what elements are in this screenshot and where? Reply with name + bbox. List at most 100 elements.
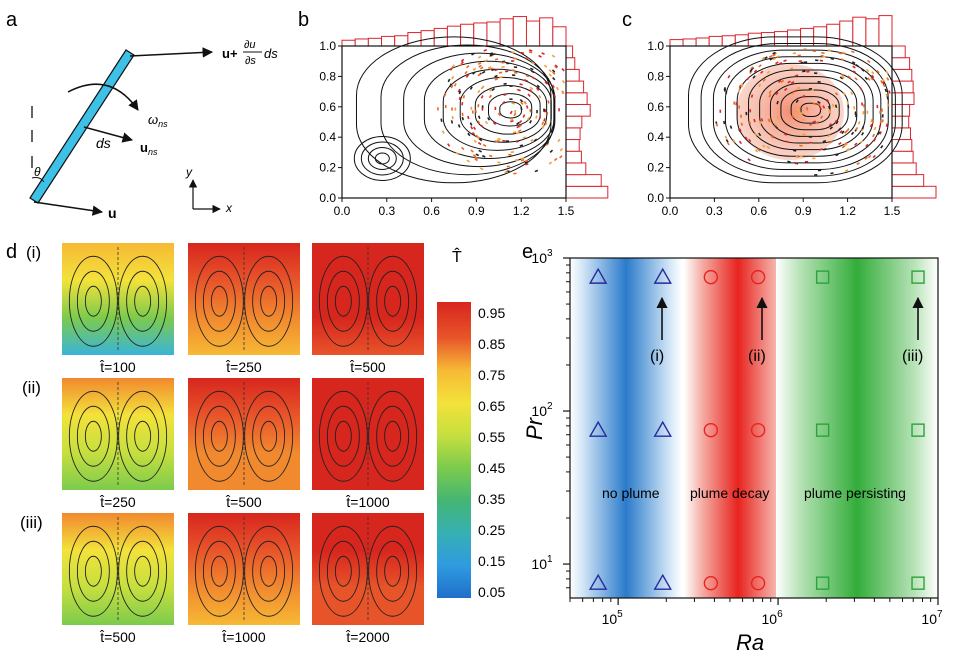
colorbar-tick-label: 0.25	[478, 522, 505, 538]
tracer	[777, 101, 778, 104]
tracer	[859, 121, 860, 124]
y-tick-label: 103	[531, 248, 553, 266]
histogram-bar	[892, 46, 905, 58]
x-tick-label: 107	[921, 609, 943, 627]
row-label-iii: (iii)	[20, 513, 43, 532]
x-tick-label: 1.5	[558, 204, 575, 218]
tracer	[499, 77, 502, 78]
tracer	[793, 53, 796, 54]
tracer	[731, 126, 732, 129]
histogram-bar	[513, 17, 526, 46]
tracer	[823, 149, 826, 150]
region-label-plume-persisting: plume persisting	[804, 485, 906, 501]
tracer	[504, 84, 507, 85]
y-tick-label: 1.0	[647, 39, 664, 53]
vortex-segment	[30, 50, 134, 203]
colorbar-tick-label: 0.75	[478, 367, 505, 383]
panel-label-b: b	[298, 9, 309, 31]
tracer	[445, 93, 446, 96]
tracer	[828, 50, 831, 51]
y-tick-label: 0.2	[319, 161, 336, 175]
x-tick-label: 0.3	[706, 204, 723, 218]
tracer	[515, 160, 518, 161]
panel-c-plume-blob	[736, 64, 844, 160]
histogram-bar	[892, 104, 910, 116]
tracer	[829, 106, 830, 109]
y-tick-label: 0.2	[647, 161, 664, 175]
tracer	[739, 90, 740, 93]
region-no-plume	[570, 258, 682, 598]
tracer	[793, 150, 796, 151]
x-tick-label: 0.0	[334, 204, 351, 218]
panel-b-right-histogram	[566, 46, 608, 198]
arrow-label-i: (i)	[650, 348, 664, 365]
tracer	[799, 61, 802, 62]
arrow-label-iii: (iii)	[902, 348, 923, 365]
tracer	[717, 123, 718, 126]
histogram-bar	[566, 163, 586, 175]
tracer	[823, 141, 826, 142]
histogram-bar	[892, 151, 913, 163]
u-vector-arrow	[34, 202, 102, 212]
row-label-i: (i)	[26, 243, 41, 262]
histogram-bar	[540, 18, 553, 46]
tracer	[741, 115, 742, 118]
tracer	[784, 60, 787, 61]
histogram-bar	[526, 21, 539, 46]
tracer	[563, 91, 564, 94]
tracer	[798, 55, 801, 56]
histogram-bar	[735, 35, 748, 46]
tracer	[752, 95, 753, 98]
tracer	[468, 116, 469, 119]
tracer	[452, 116, 453, 119]
region-label-no-plume: no plume	[602, 485, 660, 501]
colorbar-tick-label: 0.95	[478, 305, 505, 321]
histogram-bar	[566, 116, 582, 128]
x-tick-label: 0.6	[423, 204, 440, 218]
omega-label: ωns	[148, 112, 168, 129]
x-axis-label: x	[225, 201, 233, 215]
x-tick-label: 0.6	[750, 204, 767, 218]
top-vector-arrow	[130, 52, 212, 56]
histogram-bar	[447, 26, 460, 46]
tracer	[749, 121, 750, 124]
tracer	[525, 58, 528, 59]
tracer	[873, 121, 874, 124]
tracer	[504, 94, 507, 95]
colorbar-title: T̂	[452, 246, 462, 266]
colorbar-tick-label: 0.15	[478, 553, 505, 569]
tracer	[521, 53, 524, 54]
uns-label: uns	[140, 140, 158, 157]
histogram-bar	[566, 58, 575, 70]
histogram-bar	[566, 104, 590, 116]
histogram-bar	[342, 40, 355, 46]
y-tick-label: 0.4	[647, 130, 664, 144]
tracer	[441, 119, 442, 122]
tracer	[521, 158, 524, 159]
panel-label-c: c	[622, 9, 632, 31]
colorbar: T̂ 0.950.850.750.650.550.450.350.250.150…	[437, 246, 505, 600]
tracer	[523, 115, 524, 118]
tracer	[452, 120, 453, 123]
tracer	[495, 79, 498, 80]
histogram-bar	[408, 33, 421, 46]
panel-label-d: d	[6, 241, 17, 263]
y-tick-label: 0.8	[647, 69, 664, 83]
tracer	[847, 101, 848, 104]
tracer	[796, 111, 797, 114]
tracer	[830, 173, 833, 174]
theta-label: θ	[34, 165, 41, 179]
histogram-bar	[892, 163, 916, 175]
tracer	[518, 90, 521, 91]
panel-c-top-histogram	[670, 16, 892, 46]
tracer	[882, 119, 883, 122]
region-label-plume-decay: plume decay	[690, 485, 769, 501]
tracer	[491, 69, 494, 70]
colorbar-tick-label: 0.05	[478, 584, 505, 600]
y-tick-label: 0.6	[319, 100, 336, 114]
histogram-bar	[892, 186, 936, 198]
y-tick-label: 101	[531, 554, 553, 572]
histogram-bar	[709, 36, 722, 46]
